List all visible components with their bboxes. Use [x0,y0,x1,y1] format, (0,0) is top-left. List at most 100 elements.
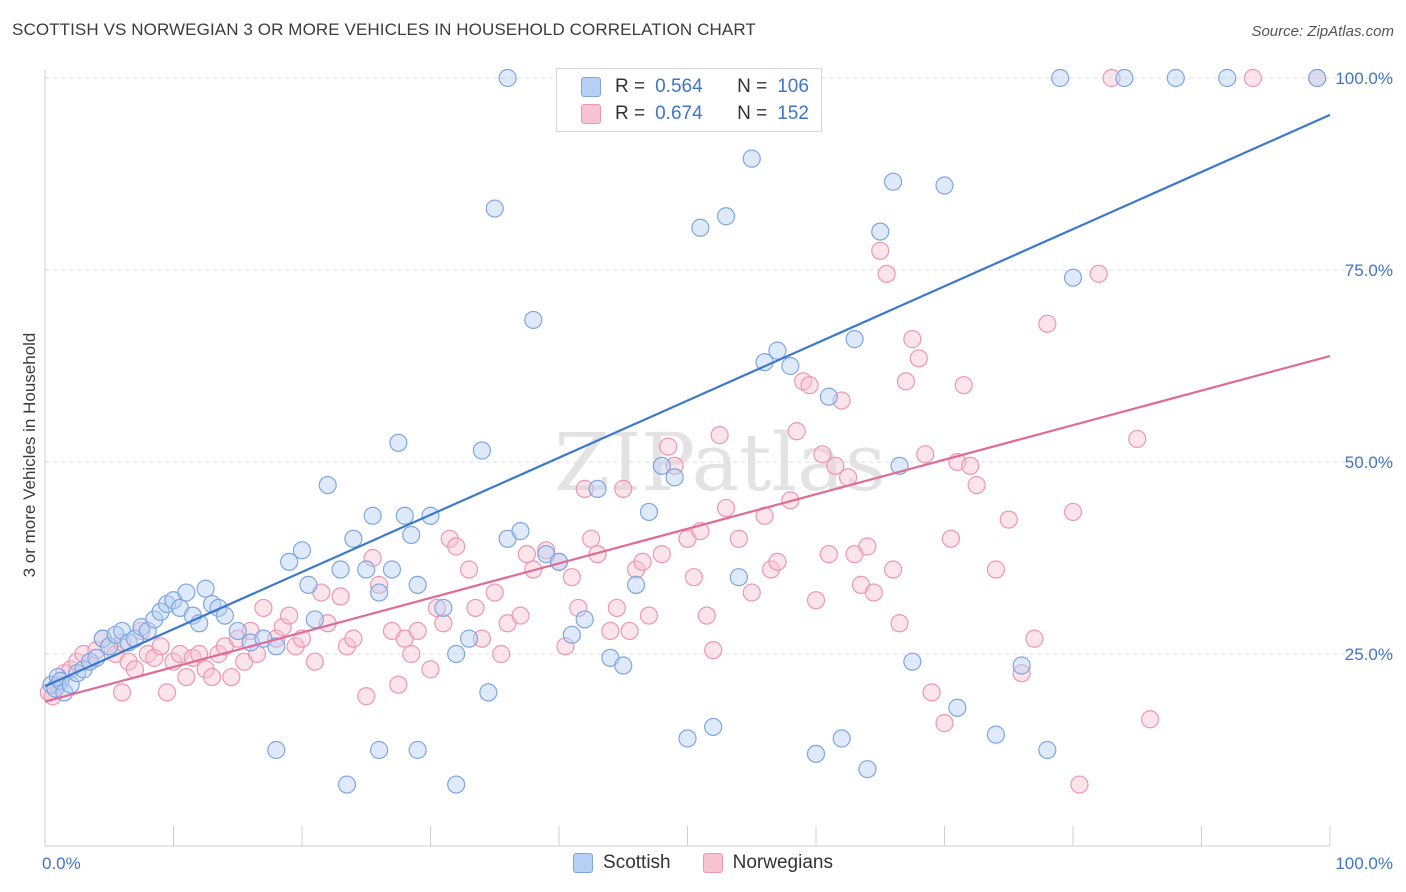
y-tick-label: 25.0% [1345,645,1393,664]
scottish-trend-line [44,113,1331,688]
norwegian-point [1140,710,1160,729]
norwegian-point [652,545,671,564]
scottish-point [903,652,922,671]
scottish-swatch [573,853,594,873]
scottish-point [704,717,723,737]
scottish-point [614,656,633,675]
scottish-point [1051,68,1070,88]
legend-row-scottish: R = 0.564 N = 106 [581,74,809,100]
scottish-point [177,583,196,602]
norwegian-point [684,568,704,587]
norwegian-point [273,618,292,637]
scottish-point [344,529,363,548]
norwegian-point [1038,314,1057,333]
tick-labels: 25.0% 50.0% 75.0% 100.0% 0.0% 100.0% [42,69,1393,873]
legend-row-norwegians: R = 0.674 N = 152 [581,101,809,127]
norwegian-point [813,445,832,464]
scottish-point [389,433,408,452]
y-tick-label: 75.0% [1345,261,1393,280]
norwegian-point [961,456,980,475]
scottish-point [408,740,427,760]
legend-series: Scottish Norwegians [0,852,1406,874]
chart-title: SCOTTISH VS NORWEGIAN 3 OR MORE VEHICLES… [12,20,756,39]
scottish-point [292,541,312,560]
norwegian-point [202,667,222,687]
scottish-point [357,560,376,579]
norwegian-point [710,426,729,445]
watermark: ZIPatlas [554,416,886,509]
scottish-point [858,760,877,779]
norwegian-point [305,652,324,671]
norwegian-point [344,629,363,648]
norwegian-point [112,683,132,702]
scottish-point [498,68,517,88]
norwegian-point [903,330,922,349]
norwegian-point [607,598,626,618]
norwegian-point [466,598,485,618]
norwegian-point [697,606,716,625]
scottish-point [370,740,389,760]
y-tick-label: 100.0% [1335,69,1393,88]
scottish-point [1218,68,1237,88]
scottish-point [1166,68,1185,88]
scottish-point [363,506,382,525]
norwegian-point [569,598,588,618]
norwegian-point [659,437,678,456]
n-label: N = [737,103,768,124]
scottish-point [781,356,800,376]
norwegian-point [517,545,536,564]
norwegian-point [556,637,575,656]
norwegian-point [177,667,196,687]
legend-item-norwegians[interactable]: Norwegians [702,852,833,874]
norwegian-point [434,614,453,633]
norwegian-point [389,675,408,694]
norwegian-point [806,591,826,610]
legend-label-scottish: Scottish [603,852,671,873]
scottish-point [1012,656,1031,675]
source-note: Source: ZipAtlas.com [1251,23,1394,40]
norwegian-point [858,537,877,556]
n-label: N = [737,76,768,97]
norwegian-point [1012,664,1031,683]
scottish-point [729,568,749,587]
norwegians-swatch [702,853,723,873]
scottish-r-value: 0.564 [655,76,703,97]
r-label: R = [615,76,646,97]
norwegian-point [331,587,350,606]
norwegian-point [1063,502,1083,522]
scottish-point [485,199,504,218]
norwegian-point [729,529,749,548]
norwegian-point [459,560,479,579]
scottish-swatch [581,77,601,97]
scottish-point [402,525,421,545]
norwegian-point [954,376,973,395]
norwegian-point [883,560,903,579]
norwegian-point [472,629,491,648]
scottish-point [819,387,838,406]
scottish-point [678,729,697,748]
norwegian-point [537,541,556,560]
scottish-point [588,479,607,498]
norwegians-trend-line [44,354,1331,703]
norwegian-point [254,598,273,618]
norwegian-point [370,575,389,594]
gridlines [45,77,1395,655]
scottish-n-value: 106 [777,76,809,97]
r-label: R = [615,103,646,124]
norwegian-point [742,583,761,602]
norwegian-point [1025,629,1044,648]
legend-stats: R = 0.564 N = 106 R = 0.674 N = 152 [556,68,822,132]
norwegian-point [935,714,954,733]
norwegian-point [280,606,299,625]
norwegian-point [492,644,511,664]
scottish-point [228,621,247,641]
scottish-point [459,629,479,648]
scottish-point [524,310,543,330]
scottish-point [370,583,389,602]
legend-label-norwegians: Norwegians [732,852,833,873]
norwegian-point [826,456,845,475]
norwegian-point [1102,68,1121,88]
scottish-point [472,441,491,460]
scottish-point [382,560,402,579]
legend-item-scottish[interactable]: Scottish [573,852,671,874]
